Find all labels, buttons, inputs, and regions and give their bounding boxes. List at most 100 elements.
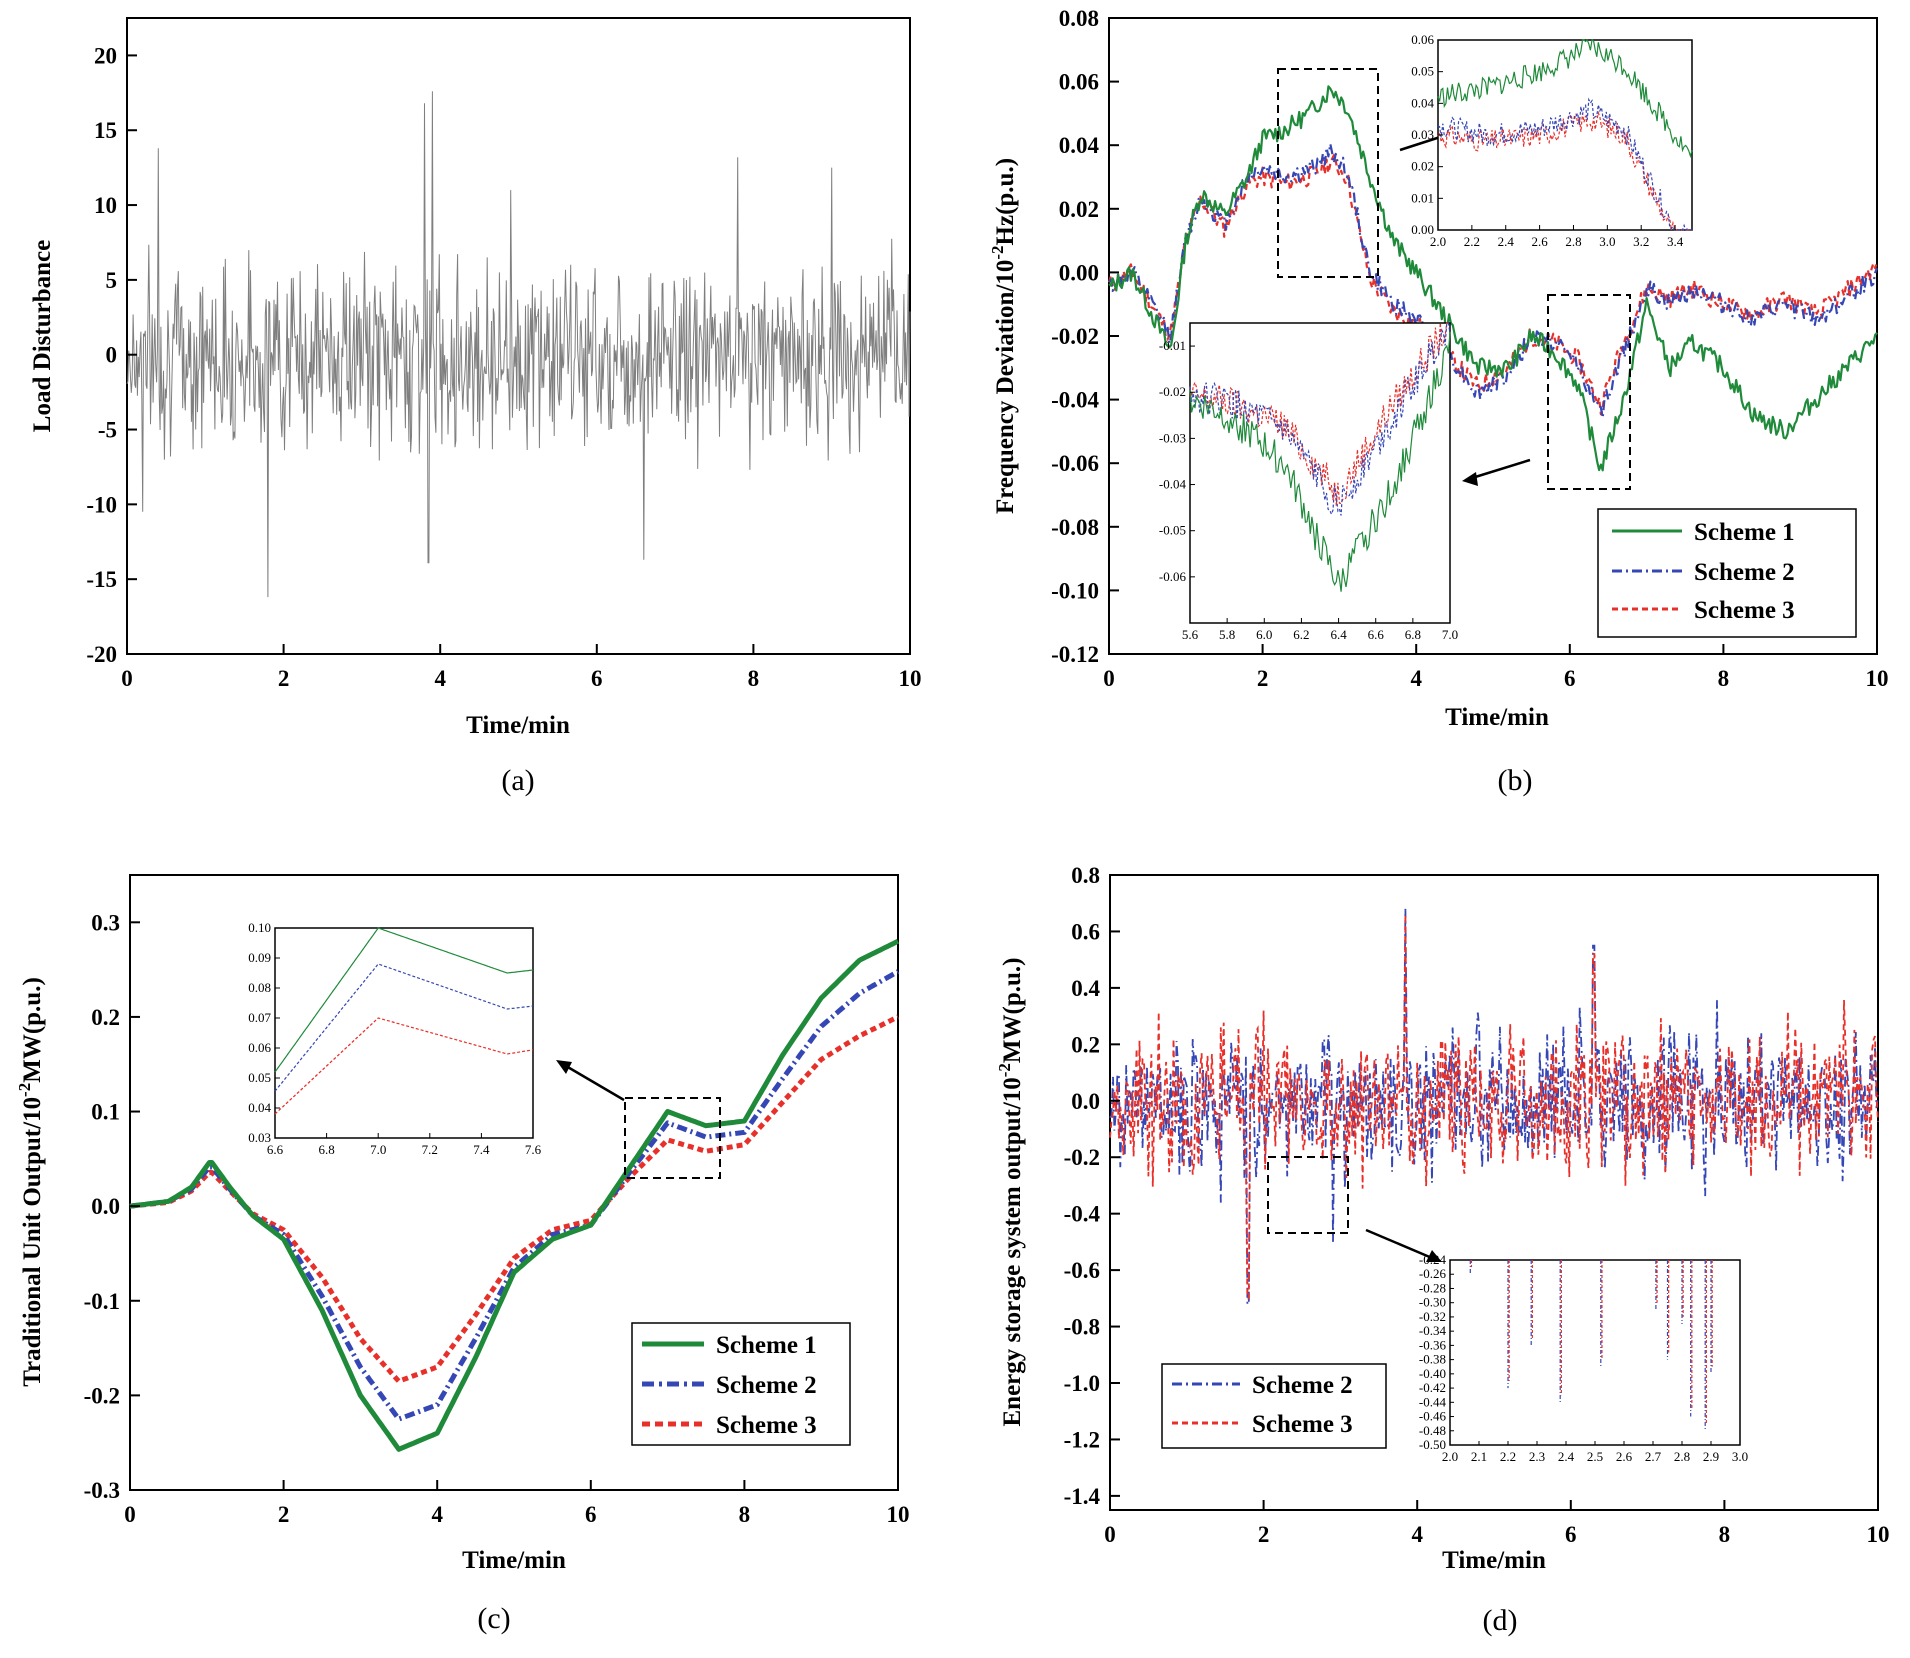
c-inset-y-tick-label: 0.05 [248,1070,271,1085]
energy-storage-output-series [1109,908,1879,1305]
d-inset-y-tick-label: -0.40 [1419,1366,1446,1381]
c-inset-x-tick-label: 7.6 [525,1142,542,1157]
b-inset-y-tick-label: -0.01 [1159,338,1186,353]
b-y-tick-label: -0.08 [1051,515,1099,540]
b-inset-x-tick-label: 2.2 [1464,234,1480,249]
a-x-axis-label: Time/min [466,712,570,739]
b-inset-x-tick-label: 7.0 [1442,627,1458,642]
d-inset-x-tick-label: 2.3 [1529,1449,1545,1464]
c-y-tick-label: 0.3 [91,910,120,935]
c-inset-x-tick-label: 6.8 [318,1142,334,1157]
d-x-axis-label: Time/min [1442,1547,1546,1574]
d-inset-y-tick-label: -0.42 [1419,1380,1446,1395]
b-line-scheme-1 [1108,85,1878,472]
d-x-tick-label: 10 [1867,1522,1890,1547]
d-legend-scheme-2: Scheme 2 [1252,1372,1353,1399]
b-inset-x-tick-label: 5.8 [1219,627,1235,642]
d-inset-y-tick-label: -0.46 [1419,1409,1447,1424]
b-inset-y-tick-label: 0.04 [1411,95,1434,110]
c-legend-scheme-2: Scheme 2 [716,1372,817,1399]
b-y-tick-label: 0.06 [1059,70,1099,95]
c-x-tick-label: 0 [124,1502,136,1527]
c-inset: 6.6 6.8 7.0 7.2 7.4 7.6 0.03 0.04 0.05 0.06 0.07 0.… [248,920,541,1157]
d-x-tick-label: 0 [1104,1522,1116,1547]
d-x-tick-label: 6 [1565,1522,1577,1547]
a-y-tick-label: 10 [94,193,117,218]
c-inset-y-tick-label: 0.03 [248,1130,271,1145]
b-x-tick-label: 0 [1103,666,1115,691]
b-y-tick-label: -0.06 [1051,451,1099,476]
b-inset-x-tick-label: 3.0 [1599,234,1615,249]
d-y-tick-label: -1.4 [1064,1484,1101,1509]
b-inset-y-tick-label: 0.05 [1411,64,1434,79]
a-caption: (a) [501,764,534,797]
b-y-tick-label: -0.10 [1051,578,1099,603]
b-x-tick-label: 8 [1718,666,1730,691]
b-inset-y-tick-label: 0.02 [1411,159,1434,174]
d-inset-x-tick-label: 2.6 [1616,1449,1633,1464]
traditional-unit-output-series [129,938,900,1452]
c-inset-y-tick-label: 0.10 [248,920,271,935]
d-y-tick-label: 0.4 [1071,976,1100,1001]
b-inset-x-tick-label: 6.6 [1368,627,1385,642]
b-inset-x-tick-label: 6.2 [1293,627,1309,642]
b-y-tick-label: -0.02 [1051,324,1099,349]
d-inset-x-tick-label: 2.1 [1471,1449,1487,1464]
a-x-tick-label: 6 [591,666,603,691]
c-x-tick-label: 8 [739,1502,751,1527]
b-inset-x-tick-label: 6.8 [1405,627,1421,642]
b-caption: (b) [1498,764,1533,797]
d-inset-y-tick-label: -0.30 [1419,1295,1446,1310]
c-inset-x-tick-label: 7.4 [473,1142,490,1157]
c-x-tick-label: 2 [278,1502,290,1527]
b-inset-x-tick-label: 5.6 [1182,627,1199,642]
d-x-tick-label: 8 [1719,1522,1731,1547]
d-inset-y-tick-label: -0.44 [1419,1394,1447,1409]
d-line-scheme-3 [1109,914,1879,1300]
d-y-tick-label: -0.4 [1064,1202,1101,1227]
b-inset-line-scheme-1 [1437,39,1693,159]
d-inset: 2.0 2.1 2.2 2.3 2.4 2.5 2.6 2.7 2.8 2.9 3.0-0.24-0… [1419,1252,1748,1464]
b-x-tick-label: 10 [1866,666,1889,691]
b-y-axis-label: Frequency Deviation/10-2Hz(p.u.) [988,158,1019,514]
a-y-tick-label: -5 [98,418,117,443]
b-inset-y-tick-label: -0.03 [1159,430,1186,445]
b-y-tick-label: 0.04 [1059,133,1100,158]
frequency-deviation-series [1107,85,1879,472]
b-inset-y-tick-label: 0.06 [1411,32,1434,47]
b-inset-lines [1189,322,1451,592]
c-arrow [556,1060,625,1102]
a-y-tick-label: 5 [106,268,118,293]
b-x-tick-label: 6 [1564,666,1576,691]
d-inset-x-tick-label: 2.5 [1587,1449,1603,1464]
d-inset-y-tick-label: -0.28 [1419,1280,1446,1295]
d-y-tick-label: -1.2 [1064,1427,1100,1452]
b-inset-y-tick-label: 0.01 [1411,190,1434,205]
c-inset-line-scheme-3 [274,1017,534,1115]
c-line-scheme-3 [129,1014,900,1384]
a-y-tick-label: -10 [86,492,117,517]
b-inset-x-tick-label: 6.4 [1330,627,1347,642]
c-legend: Scheme 1 Scheme 2 Scheme 3 [631,1322,851,1446]
d-line-scheme-2 [1109,908,1879,1305]
b-y-tick-label: -0.12 [1051,642,1099,667]
b-legend-scheme-3: Scheme 3 [1694,597,1795,624]
b-inset-x-tick-label: 3.2 [1633,234,1649,249]
b-y-tick-label: -0.04 [1051,388,1099,413]
d-inset-y-tick-label: -0.26 [1419,1266,1447,1281]
b-legend-scheme-2: Scheme 2 [1694,559,1795,586]
a-x-tick-label: 0 [121,666,133,691]
panel-d-energy-storage-output: 0 2 4 6 8 10 -1.4 -1.2 -1.0 -0.8 -0.6 -0.4 -0.2 0.0 0.… [995,863,1890,1637]
panel-c-traditional-unit-output: 0 2 4 6 8 10 -0.3 -0.2 -0.1 0.0 0.1 0.2 0.3 6.6 6.8 7.… [15,874,910,1635]
b-inset-x-tick-label: 2.6 [1531,234,1548,249]
d-inset-y-tick-label: -0.24 [1419,1252,1447,1267]
b-inset-line-scheme-2 [1437,97,1692,231]
c-x-axis-label: Time/min [462,1547,566,1574]
b-inset-y-tick-label: 0.00 [1411,222,1434,237]
c-inset-y-tick-label: 0.08 [248,980,271,995]
d-y-tick-label: -0.6 [1064,1258,1100,1283]
a-y-tick-label: -20 [86,642,117,667]
d-inset-y-tick-label: -0.36 [1419,1337,1447,1352]
c-y-tick-label: 0.1 [91,1100,120,1125]
